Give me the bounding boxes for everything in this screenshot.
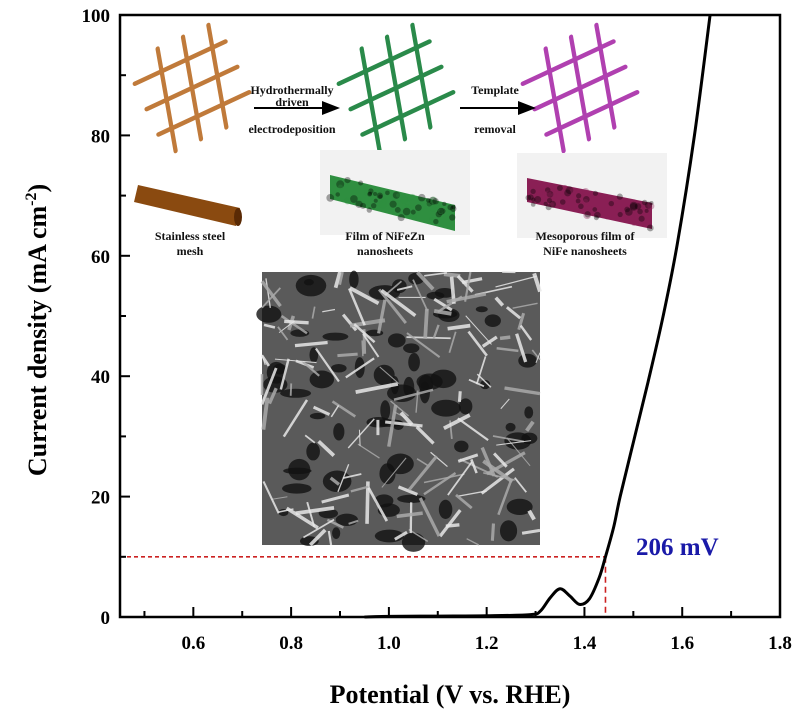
y-tick-label: 80 — [91, 126, 110, 147]
x-tick-label: 0.6 — [181, 633, 205, 654]
steel-rod-icon — [134, 185, 240, 226]
x-tick-label: 1.6 — [670, 633, 694, 654]
schematic-label: Stainless steel — [155, 229, 226, 243]
arrow-template-removal-icon — [460, 101, 536, 115]
x-tick-label: 1.0 — [377, 633, 401, 654]
lsv-chart: HydrothermallydrivenelectrodepositionTem… — [0, 0, 796, 719]
nife-mesh-icon — [514, 22, 647, 155]
y-tick-label: 60 — [91, 247, 110, 268]
schematic-label: Template — [471, 83, 519, 97]
schematic-label: electrodeposition — [248, 122, 335, 136]
schematic-label: Mesoporous film of — [535, 229, 635, 243]
steel-mesh-icon — [126, 22, 259, 155]
y-axis-title-main: Current density (mA cm — [23, 206, 52, 477]
schematic-label: mesh — [177, 244, 204, 258]
schematic-label: removal — [474, 122, 516, 136]
y-axis-title-superscript: -2 — [23, 193, 40, 206]
y-tick-label: 20 — [91, 488, 110, 509]
y-axis-title: Current density (mA cm-2) — [23, 184, 52, 476]
x-axis-title: Potential (V vs. RHE) — [330, 680, 571, 709]
nife-film-icon — [517, 153, 667, 238]
synthesis-schematic: HydrothermallydrivenelectrodepositionTem… — [126, 22, 667, 258]
nifezn-mesh-icon — [330, 22, 463, 155]
y-tick-label: 100 — [82, 6, 111, 27]
schematic-label: NiFe nanosheets — [543, 244, 627, 258]
y-tick-label: 40 — [91, 367, 110, 388]
y-axis-title-close: ) — [23, 184, 52, 193]
schematic-label: driven — [275, 95, 309, 109]
nifezn-film-icon — [320, 150, 470, 235]
schematic-label: nanosheets — [357, 244, 413, 258]
x-tick-label: 1.2 — [475, 633, 499, 654]
y-tick-label: 0 — [101, 608, 111, 629]
x-tick-label: 1.8 — [768, 633, 792, 654]
x-tick-label: 1.4 — [573, 633, 597, 654]
x-tick-label: 0.8 — [279, 633, 303, 654]
overpotential-annotation: 206 mV — [636, 534, 719, 561]
schematic-label: Film of NiFeZn — [345, 229, 425, 243]
sem-image — [256, 271, 540, 552]
